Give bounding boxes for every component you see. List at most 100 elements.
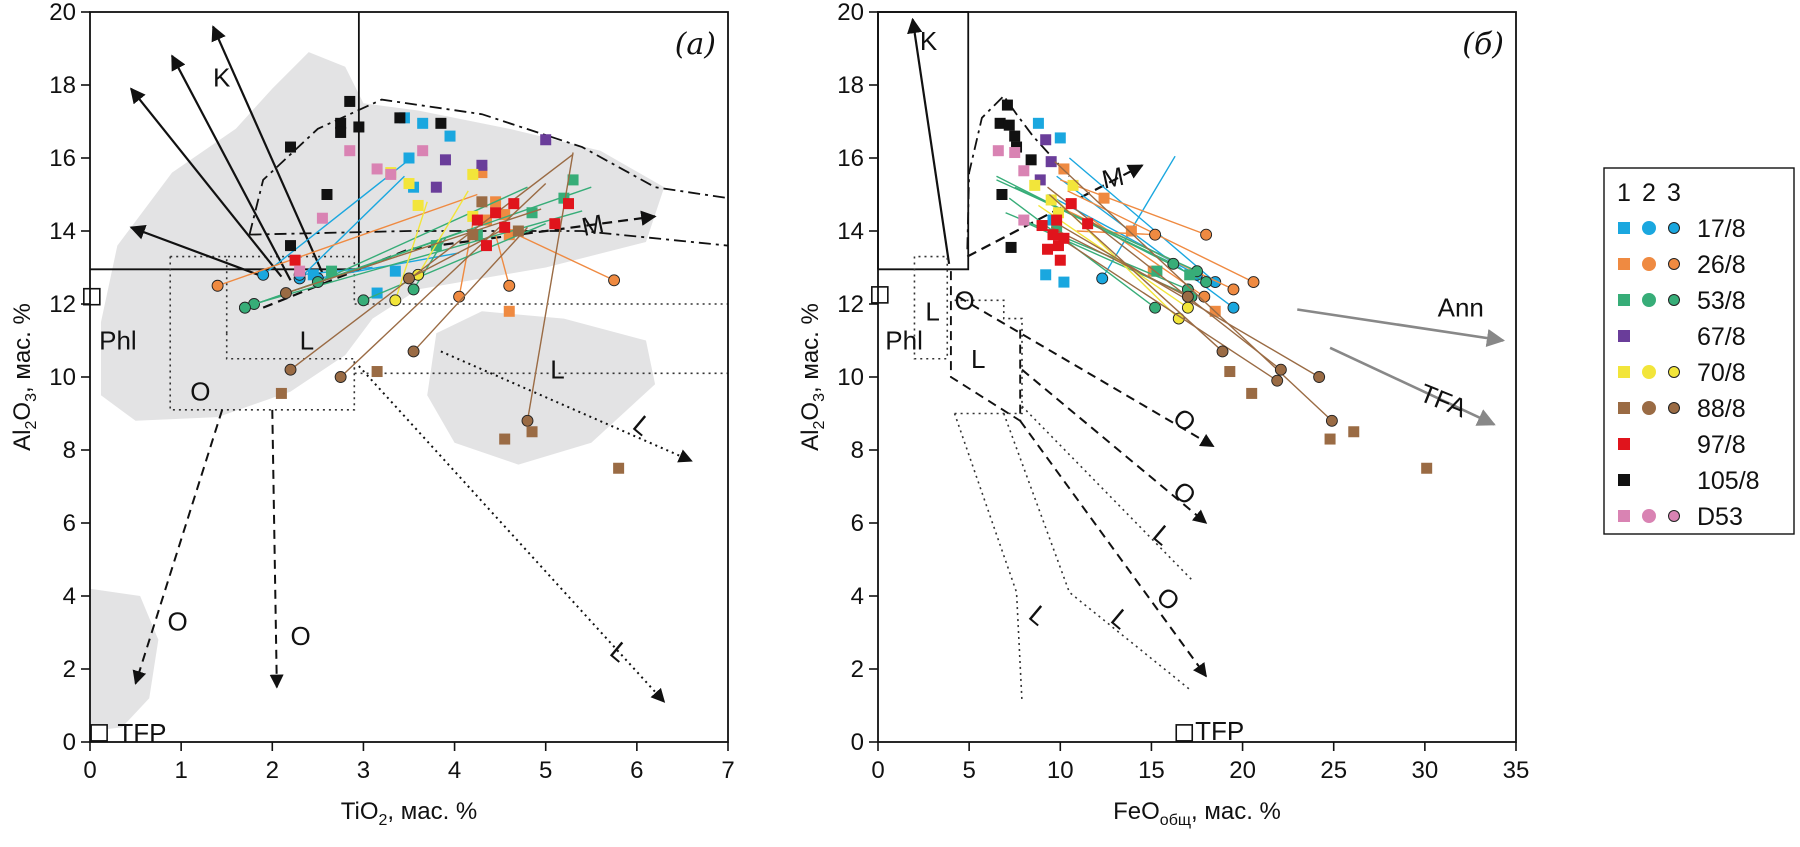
series-arrow-26/8 (508, 230, 615, 281)
m-field-boundary (248, 98, 729, 235)
x-tick-label: 7 (721, 757, 734, 784)
series-square-D53 (344, 145, 356, 157)
x-tick-label: 0 (83, 757, 96, 784)
field-label-ann: Ann (1438, 293, 1484, 323)
x-tick-label: 25 (1320, 757, 1347, 784)
series-square-70/8 (412, 199, 424, 211)
series-point-26/8 (503, 279, 516, 292)
series-arrow-88/8 (1047, 186, 1282, 371)
trend-arrow-k (907, 17, 951, 265)
series-square-D53 (371, 163, 383, 175)
series-point-26/8 (1247, 276, 1260, 289)
series-point-88/8 (403, 272, 415, 285)
series-arrow-70/8 (394, 201, 428, 301)
legend-circle-D53 (1642, 509, 1656, 523)
series-square-97/8 (1047, 229, 1059, 241)
trend-arrow-o (269, 409, 284, 689)
field-grey-bottom (90, 588, 159, 732)
field-label-l: L (1105, 603, 1135, 635)
series-point-26/8 (211, 279, 224, 292)
series-square-88/8 (1246, 387, 1258, 399)
series-square-105/8 (1005, 241, 1017, 253)
series-square-97/8 (499, 221, 511, 233)
trend-arrow-o (132, 409, 224, 685)
series-square-97/8 (508, 198, 520, 210)
legend-box (1603, 167, 1795, 535)
series-square-97/8 (1065, 198, 1077, 210)
y-tick-label: 16 (837, 145, 864, 172)
field-label-phl: Phl (885, 326, 923, 356)
legend-outlined-circle-88/8 (1668, 402, 1680, 414)
x-tick-label: 10 (1047, 757, 1074, 784)
legend-label-67/8: 67/8 (1697, 323, 1746, 351)
field-label-l: L (1023, 599, 1053, 631)
y-tick-label: 18 (49, 72, 76, 99)
series-arrow-53/8 (317, 186, 528, 283)
series-square-17/8 (1054, 132, 1066, 144)
panel-b-axes: 0 5 10 15 20 25 30 35 0 2 4 6 8 10 12 14 16 18 20 FeOобщ, м… (797, 0, 1529, 829)
series-point-26/8 (608, 274, 621, 287)
series-arrow-53/8 (253, 210, 583, 306)
legend-outlined-circle-17/8 (1668, 222, 1680, 234)
series-square-70/8 (467, 168, 479, 180)
x-tick-label: 1 (174, 757, 187, 784)
series-square-70/8 (1067, 179, 1079, 191)
field-label-k: K (920, 26, 938, 56)
series-arrow-26/8 (217, 193, 478, 287)
legend-column-header: 1 (1617, 179, 1631, 207)
series-point-17/8 (1096, 272, 1109, 285)
field-label-o: O (1167, 402, 1202, 438)
x-tick-label: 4 (448, 757, 461, 784)
trend-arrow-o (957, 295, 1215, 448)
field-label-l: L (300, 326, 314, 356)
x-tick-label: 20 (1229, 757, 1256, 784)
panel-tag: (а) (675, 27, 716, 62)
series-square-105/8 (335, 117, 347, 129)
series-point-88/8 (407, 345, 420, 358)
y-tick-label: 8 (63, 437, 76, 464)
series-arrow-53/8 (1014, 186, 1174, 265)
series-point-88/8 (334, 371, 347, 383)
series-square-105/8 (394, 112, 406, 124)
l-trend-dotted (1021, 405, 1194, 582)
legend-label-26/8: 26/8 (1697, 251, 1746, 279)
series-square-67/8 (439, 154, 451, 166)
legend-circle-53/8 (1642, 293, 1656, 307)
series-square-17/8 (403, 152, 415, 164)
trend-arrow-ann (1297, 308, 1506, 348)
m-field-boundary (966, 94, 1071, 250)
series-square-70/8 (1052, 207, 1064, 219)
m-field-boundary (249, 230, 729, 247)
legend-label-D53: D53 (1697, 503, 1743, 531)
series-point-53/8 (238, 301, 251, 314)
panel-tag: (б) (1462, 27, 1504, 62)
trend-arrow-o (1019, 420, 1207, 678)
x-tick-label: 5 (539, 757, 552, 784)
series-arrow-17/8 (1068, 157, 1216, 283)
series-arrow-17/8 (299, 175, 405, 279)
series-square-26/8 (1098, 192, 1110, 204)
series-square-67/8 (540, 134, 552, 146)
series-square-97/8 (1052, 240, 1064, 252)
legend-square-26/8 (1618, 258, 1630, 270)
legend-square-105/8 (1618, 474, 1630, 486)
y-tick-label: 20 (49, 0, 76, 26)
series-arrow-70/8 (417, 190, 469, 276)
trend-arrow-k (171, 54, 292, 281)
trend-arrow-k (211, 25, 324, 274)
series-square-97/8 (480, 240, 492, 252)
series-square-26/8 (1058, 163, 1070, 175)
legend-square-53/8 (1618, 294, 1630, 306)
legend-column-header: 3 (1667, 179, 1681, 207)
panel-b: 0 5 10 15 20 25 30 35 0 2 4 6 8 10 12 14 16 18 20 FeOобщ, м… (797, 0, 1529, 829)
y-tick-label: 14 (49, 218, 76, 245)
legend-label-53/8: 53/8 (1697, 287, 1746, 315)
series-square-105/8 (435, 117, 447, 129)
series-square-D53 (294, 265, 306, 277)
legend-square-70/8 (1618, 366, 1630, 378)
y-tick-label: 0 (851, 729, 864, 756)
legend-circle-26/8 (1642, 257, 1656, 271)
field-grey-right (427, 311, 656, 465)
field-label-o: O (167, 607, 187, 637)
